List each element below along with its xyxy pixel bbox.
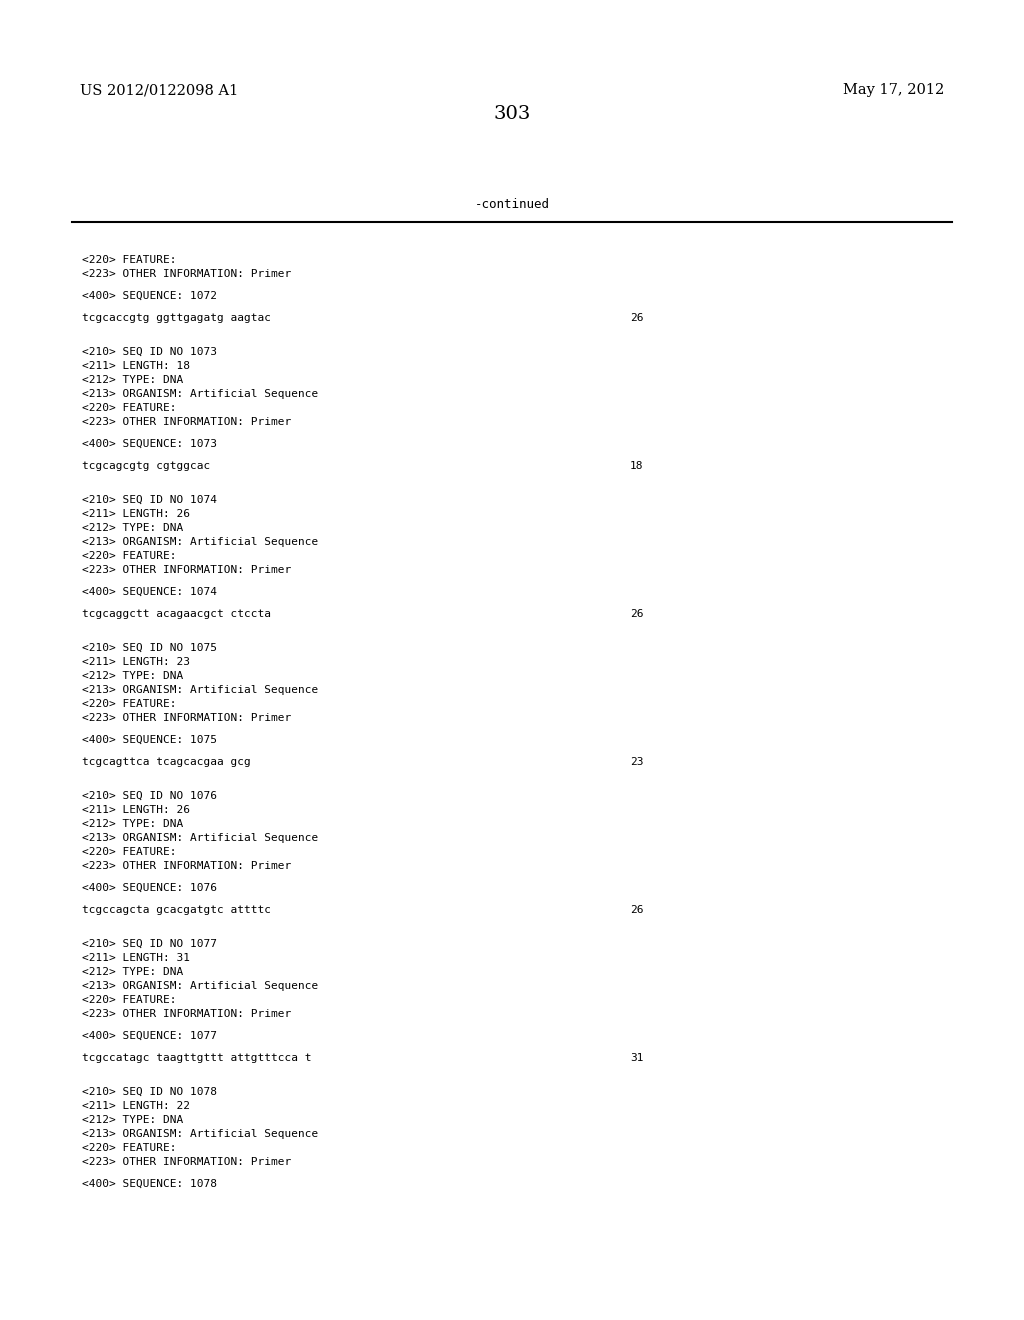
Text: <210> SEQ ID NO 1077: <210> SEQ ID NO 1077 <box>82 939 217 949</box>
Text: <213> ORGANISM: Artificial Sequence: <213> ORGANISM: Artificial Sequence <box>82 537 318 546</box>
Text: <223> OTHER INFORMATION: Primer: <223> OTHER INFORMATION: Primer <box>82 565 291 576</box>
Text: <210> SEQ ID NO 1076: <210> SEQ ID NO 1076 <box>82 791 217 801</box>
Text: <220> FEATURE:: <220> FEATURE: <box>82 255 176 265</box>
Text: <213> ORGANISM: Artificial Sequence: <213> ORGANISM: Artificial Sequence <box>82 685 318 696</box>
Text: <213> ORGANISM: Artificial Sequence: <213> ORGANISM: Artificial Sequence <box>82 833 318 843</box>
Text: <212> TYPE: DNA: <212> TYPE: DNA <box>82 523 183 533</box>
Text: tcgccagcta gcacgatgtc attttc: tcgccagcta gcacgatgtc attttc <box>82 906 271 915</box>
Text: <212> TYPE: DNA: <212> TYPE: DNA <box>82 1115 183 1125</box>
Text: <223> OTHER INFORMATION: Primer: <223> OTHER INFORMATION: Primer <box>82 713 291 723</box>
Text: <210> SEQ ID NO 1074: <210> SEQ ID NO 1074 <box>82 495 217 506</box>
Text: 26: 26 <box>630 906 643 915</box>
Text: <210> SEQ ID NO 1073: <210> SEQ ID NO 1073 <box>82 347 217 356</box>
Text: <211> LENGTH: 23: <211> LENGTH: 23 <box>82 657 189 667</box>
Text: <220> FEATURE:: <220> FEATURE: <box>82 995 176 1005</box>
Text: <211> LENGTH: 18: <211> LENGTH: 18 <box>82 360 189 371</box>
Text: <210> SEQ ID NO 1075: <210> SEQ ID NO 1075 <box>82 643 217 653</box>
Text: tcgcaccgtg ggttgagatg aagtac: tcgcaccgtg ggttgagatg aagtac <box>82 313 271 323</box>
Text: <220> FEATURE:: <220> FEATURE: <box>82 550 176 561</box>
Text: <223> OTHER INFORMATION: Primer: <223> OTHER INFORMATION: Primer <box>82 861 291 871</box>
Text: <212> TYPE: DNA: <212> TYPE: DNA <box>82 968 183 977</box>
Text: <212> TYPE: DNA: <212> TYPE: DNA <box>82 818 183 829</box>
Text: 23: 23 <box>630 756 643 767</box>
Text: <223> OTHER INFORMATION: Primer: <223> OTHER INFORMATION: Primer <box>82 417 291 426</box>
Text: May 17, 2012: May 17, 2012 <box>843 83 944 96</box>
Text: <211> LENGTH: 31: <211> LENGTH: 31 <box>82 953 189 964</box>
Text: tcgccatagc taagttgttt attgtttcca t: tcgccatagc taagttgttt attgtttcca t <box>82 1053 311 1063</box>
Text: <400> SEQUENCE: 1074: <400> SEQUENCE: 1074 <box>82 587 217 597</box>
Text: <211> LENGTH: 26: <211> LENGTH: 26 <box>82 510 189 519</box>
Text: <212> TYPE: DNA: <212> TYPE: DNA <box>82 375 183 385</box>
Text: <400> SEQUENCE: 1073: <400> SEQUENCE: 1073 <box>82 440 217 449</box>
Text: 303: 303 <box>494 106 530 123</box>
Text: <223> OTHER INFORMATION: Primer: <223> OTHER INFORMATION: Primer <box>82 1158 291 1167</box>
Text: 26: 26 <box>630 609 643 619</box>
Text: <220> FEATURE:: <220> FEATURE: <box>82 1143 176 1152</box>
Text: <223> OTHER INFORMATION: Primer: <223> OTHER INFORMATION: Primer <box>82 1008 291 1019</box>
Text: tcgcaggctt acagaacgct ctccta: tcgcaggctt acagaacgct ctccta <box>82 609 271 619</box>
Text: <220> FEATURE:: <220> FEATURE: <box>82 403 176 413</box>
Text: <400> SEQUENCE: 1077: <400> SEQUENCE: 1077 <box>82 1031 217 1041</box>
Text: <400> SEQUENCE: 1072: <400> SEQUENCE: 1072 <box>82 290 217 301</box>
Text: <213> ORGANISM: Artificial Sequence: <213> ORGANISM: Artificial Sequence <box>82 389 318 399</box>
Text: 18: 18 <box>630 461 643 471</box>
Text: <211> LENGTH: 22: <211> LENGTH: 22 <box>82 1101 189 1111</box>
Text: tcgcagcgtg cgtggcac: tcgcagcgtg cgtggcac <box>82 461 210 471</box>
Text: <211> LENGTH: 26: <211> LENGTH: 26 <box>82 805 189 814</box>
Text: <400> SEQUENCE: 1076: <400> SEQUENCE: 1076 <box>82 883 217 894</box>
Text: -continued: -continued <box>474 198 550 211</box>
Text: <220> FEATURE:: <220> FEATURE: <box>82 847 176 857</box>
Text: 31: 31 <box>630 1053 643 1063</box>
Text: <212> TYPE: DNA: <212> TYPE: DNA <box>82 671 183 681</box>
Text: <220> FEATURE:: <220> FEATURE: <box>82 700 176 709</box>
Text: 26: 26 <box>630 313 643 323</box>
Text: <400> SEQUENCE: 1075: <400> SEQUENCE: 1075 <box>82 735 217 744</box>
Text: tcgcagttca tcagcacgaa gcg: tcgcagttca tcagcacgaa gcg <box>82 756 251 767</box>
Text: <213> ORGANISM: Artificial Sequence: <213> ORGANISM: Artificial Sequence <box>82 1129 318 1139</box>
Text: <213> ORGANISM: Artificial Sequence: <213> ORGANISM: Artificial Sequence <box>82 981 318 991</box>
Text: <400> SEQUENCE: 1078: <400> SEQUENCE: 1078 <box>82 1179 217 1189</box>
Text: <210> SEQ ID NO 1078: <210> SEQ ID NO 1078 <box>82 1086 217 1097</box>
Text: US 2012/0122098 A1: US 2012/0122098 A1 <box>80 83 239 96</box>
Text: <223> OTHER INFORMATION: Primer: <223> OTHER INFORMATION: Primer <box>82 269 291 279</box>
